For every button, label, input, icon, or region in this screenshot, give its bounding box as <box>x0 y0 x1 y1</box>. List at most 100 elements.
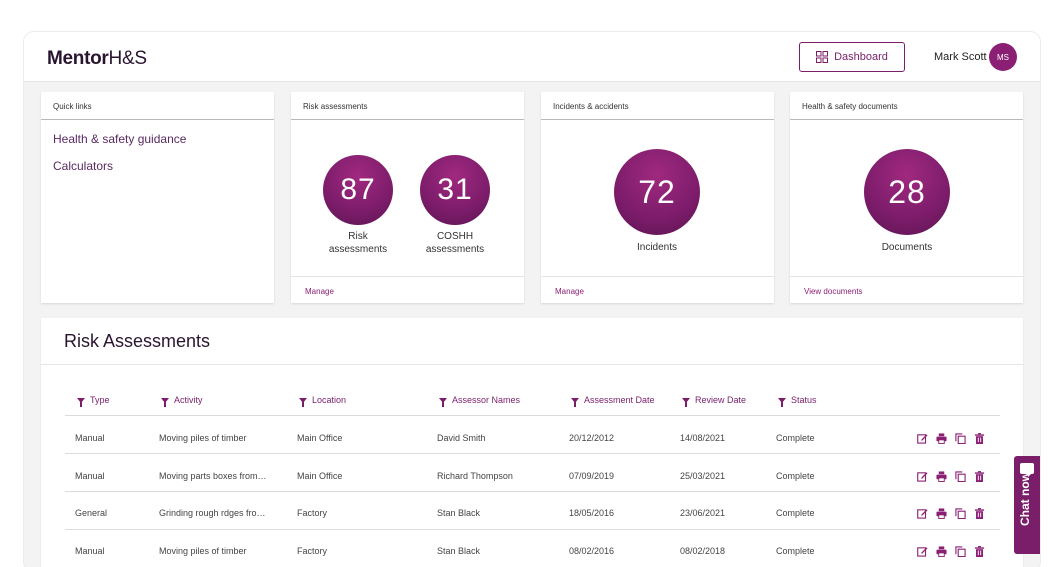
delete-icon[interactable] <box>974 506 985 519</box>
filter-icon <box>682 397 690 407</box>
edit-icon[interactable] <box>917 506 928 519</box>
edit-icon[interactable] <box>917 544 928 557</box>
cell-status: Complete <box>776 546 815 556</box>
cell-assessment-date: 08/02/2016 <box>569 546 615 556</box>
column-header-label: Type <box>90 395 110 405</box>
documents-card-title: Health & safety documents <box>790 92 1023 120</box>
cell-activity: Moving piles of timber <box>159 546 247 556</box>
row-divider <box>65 453 1000 454</box>
column-header-location[interactable]: Location <box>299 395 347 407</box>
column-header-label: Location <box>312 395 347 405</box>
risk-card-title: Risk assessments <box>291 92 524 120</box>
copy-icon[interactable] <box>955 469 966 483</box>
top-bar: MentorH&S Dashboard Mark Scott MS <box>24 32 1040 82</box>
delete-icon[interactable] <box>974 469 985 482</box>
cell-review-date: 08/02/2018 <box>680 546 726 556</box>
documents-label: Documents <box>881 242 933 253</box>
cell-activity: Moving parts boxes from… <box>159 471 267 481</box>
copy-icon[interactable] <box>955 431 966 445</box>
column-header-label: Assessment Date <box>584 395 655 405</box>
delete-icon[interactable] <box>974 431 985 444</box>
documents-card: Health & safety documents 28 Documents V… <box>790 92 1023 303</box>
row-divider <box>65 529 1000 530</box>
column-header-status[interactable]: Status <box>778 395 817 407</box>
row-divider <box>65 491 1000 492</box>
cell-assessor-names: Stan Black <box>437 508 481 518</box>
incidents-count-bubble[interactable]: 72 <box>614 149 700 235</box>
chat-bubble-icon <box>1020 463 1034 477</box>
column-header-review-date[interactable]: Review Date <box>682 395 747 407</box>
filter-icon <box>299 397 307 407</box>
quick-link-calculators[interactable]: Calculators <box>53 159 114 173</box>
cell-assessment-date: 20/12/2012 <box>569 433 615 443</box>
column-header-assessor-names[interactable]: Assessor Names <box>439 395 520 407</box>
dashboard-label: Dashboard <box>834 51 888 63</box>
cell-status: Complete <box>776 508 815 518</box>
view-documents-link[interactable]: View documents <box>790 276 1023 303</box>
copy-icon[interactable] <box>955 544 966 558</box>
cell-review-date: 25/03/2021 <box>680 471 726 481</box>
row-divider <box>65 415 1000 416</box>
filter-icon <box>77 397 85 407</box>
incidents-card-title: Incidents & accidents <box>541 92 774 120</box>
incidents-manage-link[interactable]: Manage <box>541 276 774 303</box>
risk-assessments-panel: Risk Assessments Type Activity Location Ass… <box>41 318 1023 567</box>
quick-links-card: Quick links Health & safety guidance Cal… <box>41 92 274 303</box>
cell-activity: Grinding rough rdges fro… <box>159 508 266 518</box>
incidents-card: Incidents & accidents 72 Incidents Manag… <box>541 92 774 303</box>
cell-review-date: 14/08/2021 <box>680 433 726 443</box>
cell-location: Main Office <box>297 471 343 481</box>
cell-type: Manual <box>75 471 105 481</box>
risk-assessments-card: Risk assessments 87 Risk assessments 31 C… <box>291 92 524 303</box>
cell-status: Complete <box>776 471 815 481</box>
user-name[interactable]: Mark Scott <box>934 51 987 63</box>
cell-type: Manual <box>75 546 105 556</box>
filter-icon <box>571 397 579 407</box>
cell-assessor-names: Stan Black <box>437 546 481 556</box>
row-actions <box>917 469 985 483</box>
print-icon[interactable] <box>936 469 947 482</box>
cell-assessment-date: 07/09/2019 <box>569 471 615 481</box>
column-header-type[interactable]: Type <box>77 395 110 407</box>
cell-status: Complete <box>776 433 815 443</box>
print-icon[interactable] <box>936 506 947 519</box>
avatar[interactable]: MS <box>989 43 1017 71</box>
quick-links-title: Quick links <box>41 92 274 120</box>
cell-review-date: 23/06/2021 <box>680 508 726 518</box>
row-actions <box>917 506 985 520</box>
row-actions <box>917 544 985 558</box>
cell-type: Manual <box>75 433 105 443</box>
dashboard-button[interactable]: Dashboard <box>799 42 905 72</box>
delete-icon[interactable] <box>974 544 985 557</box>
print-icon[interactable] <box>936 431 947 444</box>
quick-link-guidance[interactable]: Health & safety guidance <box>53 132 187 146</box>
chat-now-button[interactable]: Chat now <box>1014 456 1040 554</box>
cell-location: Main Office <box>297 433 343 443</box>
cell-assessment-date: 18/05/2016 <box>569 508 615 518</box>
incidents-label: Incidents <box>636 242 678 253</box>
app-frame: MentorH&S Dashboard Mark Scott MS Quick … <box>24 32 1040 567</box>
logo[interactable]: MentorH&S <box>47 48 147 69</box>
filter-icon <box>439 397 447 407</box>
coshh-count-bubble[interactable]: 31 <box>420 155 490 225</box>
copy-icon[interactable] <box>955 506 966 520</box>
print-icon[interactable] <box>936 544 947 557</box>
chat-now-label: Chat now <box>1018 472 1032 526</box>
cell-type: General <box>75 508 108 518</box>
cell-location: Factory <box>297 546 328 556</box>
risk-count-bubble[interactable]: 87 <box>323 155 393 225</box>
column-header-assessment-date[interactable]: Assessment Date <box>571 395 655 407</box>
column-header-label: Review Date <box>695 395 747 405</box>
edit-icon[interactable] <box>917 469 928 482</box>
filter-icon <box>778 397 786 407</box>
cell-assessor-names: Richard Thompson <box>437 471 513 481</box>
risk-count-label: Risk assessments <box>328 231 388 255</box>
documents-count-bubble[interactable]: 28 <box>864 149 950 235</box>
cell-location: Factory <box>297 508 328 518</box>
column-header-activity[interactable]: Activity <box>161 395 203 407</box>
panel-divider <box>41 364 1023 365</box>
edit-icon[interactable] <box>917 431 928 444</box>
coshh-count-label: COSHH assessments <box>425 231 485 255</box>
risk-manage-link[interactable]: Manage <box>291 276 524 303</box>
filter-icon <box>161 397 169 407</box>
